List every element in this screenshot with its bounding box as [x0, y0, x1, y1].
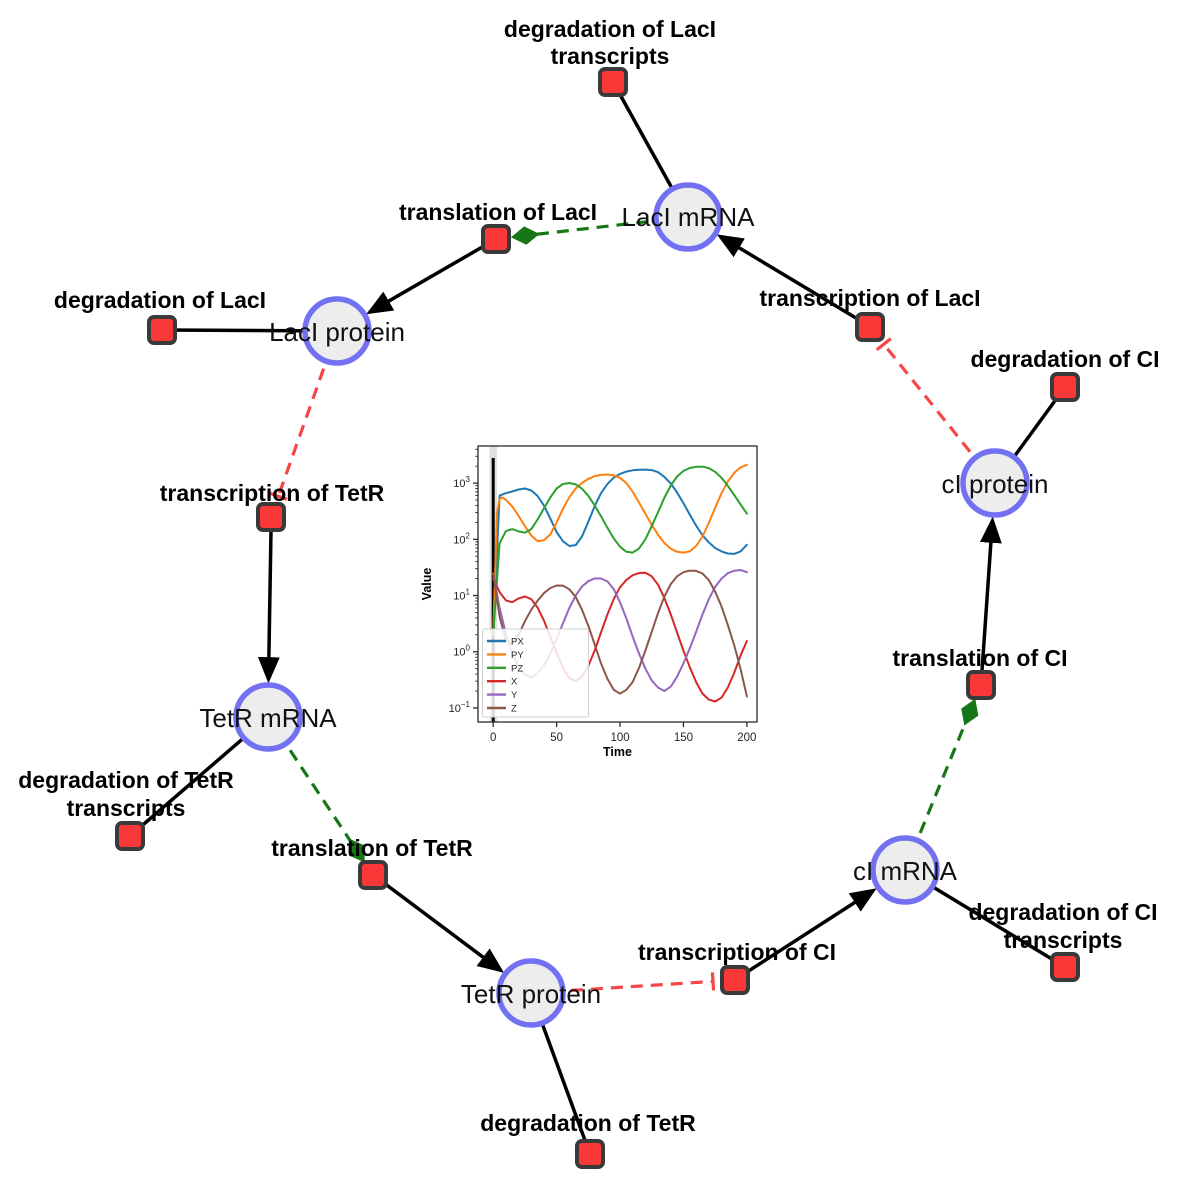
x-tick-label: 100: [610, 732, 629, 744]
legend: PX PY PZ XYZ: [482, 628, 589, 718]
reaction-label: transcription of CI: [638, 939, 836, 965]
reaction-label: degradation of LacI: [54, 287, 266, 313]
reaction-label: degradation of CI: [968, 899, 1157, 925]
reaction-label: translation of CI: [892, 645, 1067, 671]
y-tick-label: 10−1: [449, 700, 471, 715]
reaction-label: translation of LacI: [399, 199, 597, 225]
legend-label-PX: PX: [511, 637, 524, 648]
tbar-transcription-ci: [710, 972, 716, 991]
species-label-tetr-protein: TetR protein: [461, 979, 601, 1009]
species-ci-mrna[interactable]: [870, 835, 940, 905]
reaction-label: degradation of LacI: [504, 16, 716, 42]
reaction-label: transcripts: [551, 43, 670, 69]
reaction-label: transcription of LacI: [759, 285, 980, 311]
y-tick-label: 101: [453, 588, 470, 603]
edge-transcription-laci-to-lacimrna: [716, 234, 857, 320]
tbar-transcription-laci: [875, 337, 892, 352]
legend-label-PY: PY: [511, 650, 524, 661]
reaction-label: transcripts: [1004, 927, 1123, 953]
reaction-degradation-of-laci-transcripts[interactable]: [598, 67, 628, 97]
series-line-Z: [492, 569, 748, 698]
reaction-transcription-of-tetr[interactable]: [256, 502, 286, 532]
species-label-tetr-mrna: TetR mRNA: [199, 703, 337, 733]
reaction-label: degradation of TetR: [480, 1110, 696, 1136]
edge-translation-ci-to-ciprotein: [979, 516, 1002, 672]
x-tick-label: 0: [490, 732, 496, 744]
reaction-transcription-of-laci[interactable]: [855, 312, 885, 342]
plot-border: [477, 445, 758, 723]
reaction-degradation-of-tetr-transcripts[interactable]: [115, 821, 145, 851]
reaction-label: translation of TetR: [271, 835, 473, 861]
series-line-PX: [492, 468, 748, 636]
reaction-label: degradation of CI: [970, 346, 1159, 372]
x-axis-label: Time: [603, 745, 632, 759]
reaction-degradation-of-laci[interactable]: [147, 315, 177, 345]
legend-box: [482, 628, 589, 718]
species-tetr-protein[interactable]: [496, 958, 566, 1028]
legend-label-Z: Z: [511, 704, 517, 715]
series-line-PY: [492, 463, 748, 636]
y-axis-label: Value: [420, 568, 434, 601]
edge-translation-laci-to-laciprotein: [366, 244, 485, 315]
label-layer: degradation of LacI transcripts translat…: [18, 16, 1159, 1136]
legend-label-PZ: PZ: [511, 663, 523, 674]
reaction-degradation-of-tetr[interactable]: [575, 1139, 605, 1169]
reaction-label: transcription of TetR: [160, 480, 385, 506]
reaction-transcription-of-ci[interactable]: [720, 965, 750, 995]
species-laci-mrna[interactable]: [653, 182, 723, 252]
reaction-degradation-of-ci[interactable]: [1050, 372, 1080, 402]
reaction-translation-of-laci[interactable]: [481, 224, 511, 254]
species-laci-protein[interactable]: [302, 296, 372, 366]
reaction-degradation-of-ci-transcripts[interactable]: [1050, 952, 1080, 982]
species-label-laci-mrna: LacI mRNA: [622, 202, 756, 232]
reaction-label: transcripts: [67, 795, 186, 821]
reaction-translation-of-tetr[interactable]: [358, 860, 388, 890]
node-layer: [115, 67, 1080, 1169]
edge-transcription-tetr-to-tetrmrna: [257, 530, 280, 684]
species-ci-protein[interactable]: [960, 448, 1030, 518]
inset-timecourse-chart: 10−1 100 101 102 103 0 50 100 150 200 Time Value PX P…: [420, 430, 770, 762]
edge-transcription-ci-to-cimrna: [746, 888, 877, 974]
species-label-ci-protein: cI protein: [942, 469, 1049, 499]
y-tick-label: 100: [453, 644, 470, 659]
x-tick-label: 150: [674, 732, 693, 744]
species-label-ci-mrna: cI mRNA: [853, 856, 958, 886]
x-tick-label: 200: [737, 732, 756, 744]
x-tick-label: 50: [550, 732, 563, 744]
edge-translation-tetr-to-tetrprotein: [382, 881, 505, 973]
species-tetr-mrna[interactable]: [233, 682, 303, 752]
legend-label-X: X: [511, 677, 518, 688]
series-line-PZ: [492, 465, 748, 636]
tbar-transcription-tetr: [269, 491, 288, 501]
y-tick-label: 103: [453, 475, 470, 490]
legend-label-Y: Y: [511, 690, 518, 701]
species-label-laci-protein: LacI protein: [269, 317, 405, 347]
reaction-translation-of-ci[interactable]: [966, 670, 996, 700]
y-tick-label: 102: [453, 531, 470, 546]
reaction-label: degradation of TetR: [18, 767, 234, 793]
